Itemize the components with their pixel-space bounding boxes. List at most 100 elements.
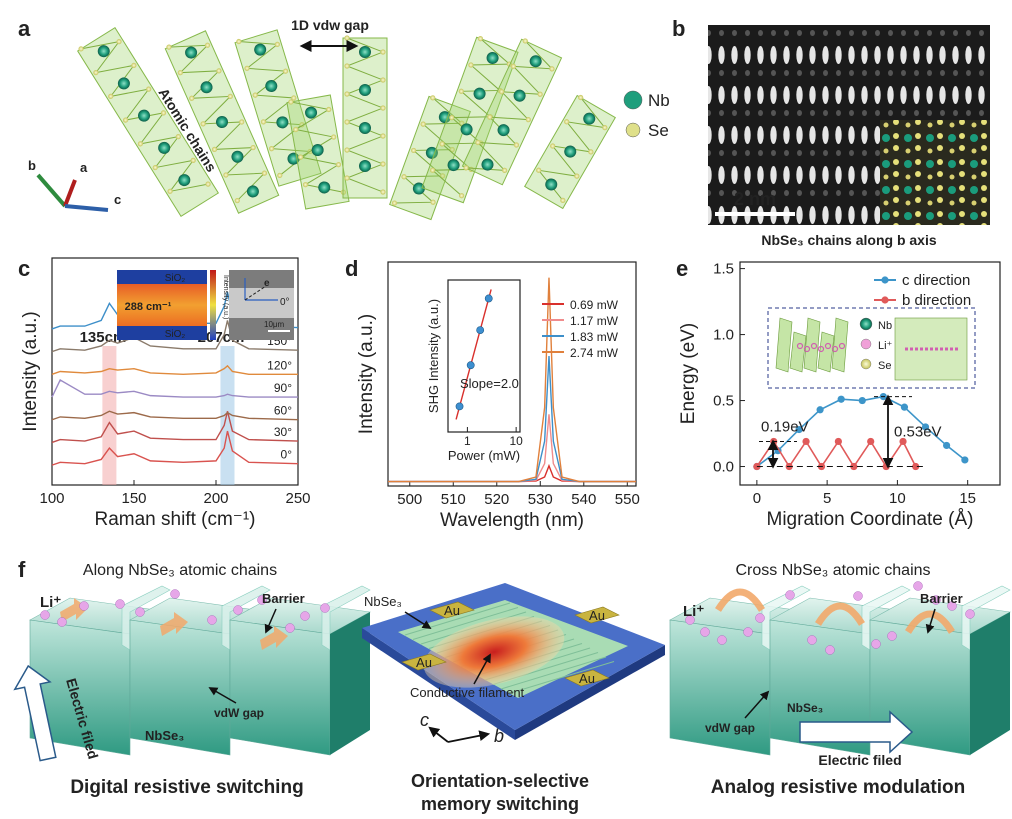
se-atom — [449, 115, 455, 121]
se-atom — [564, 119, 570, 125]
slab-side — [970, 612, 1010, 755]
nb-atom — [564, 145, 577, 158]
series-marker — [795, 425, 803, 434]
se-atom — [277, 172, 283, 179]
chain-stripe — [500, 656, 607, 690]
se-atom — [166, 44, 172, 50]
chain-stripe — [508, 661, 615, 694]
li-ion — [755, 613, 765, 623]
series-marker — [942, 441, 951, 450]
se-atom — [449, 146, 455, 153]
axis-label: b — [494, 726, 504, 746]
legend-atom — [860, 358, 872, 370]
se-atom — [602, 125, 608, 131]
se-atom — [537, 91, 543, 97]
x-tick-label: 540 — [571, 491, 596, 508]
li-ion — [700, 627, 710, 637]
series-marker — [850, 462, 858, 471]
se-atom — [344, 175, 350, 181]
pointer — [473, 653, 491, 685]
sio2-band — [117, 326, 207, 340]
se-atom — [439, 141, 445, 147]
x-tick-label: 1 — [464, 434, 471, 448]
series-label: 0° — [281, 448, 293, 462]
se-atom — [261, 170, 268, 176]
se-atom — [298, 154, 304, 160]
li-ion — [170, 589, 180, 599]
se-atom — [391, 200, 398, 206]
li-ion — [871, 639, 881, 649]
se-atom — [211, 146, 218, 153]
point — [484, 294, 493, 303]
chain-body — [76, 26, 220, 218]
slab-front — [129, 619, 231, 756]
se-atom — [430, 95, 436, 101]
x-tick-label: 150 — [121, 490, 146, 507]
x-tick-label: 550 — [615, 491, 640, 508]
se-atom — [190, 157, 196, 163]
series-marker — [899, 437, 907, 446]
label: Au — [579, 671, 595, 686]
label: Au — [589, 608, 605, 623]
panel-letter: c — [18, 256, 30, 281]
legend-label: c direction — [902, 272, 970, 289]
label: Barrier — [920, 591, 963, 606]
series-line — [51, 410, 299, 421]
li-ion — [685, 615, 695, 625]
li-ion — [785, 590, 795, 600]
se-atom — [574, 173, 580, 179]
legend-atom — [623, 90, 643, 110]
se-atom — [487, 114, 493, 120]
inset-label: e — [264, 278, 270, 289]
axis-label: c — [420, 710, 429, 730]
annotation: 0.19eV — [761, 418, 809, 435]
legend-label: 1.83 mW — [570, 330, 619, 344]
se-atom — [459, 193, 465, 199]
se-atom — [234, 197, 240, 204]
li-ion — [947, 601, 957, 611]
nb-atom — [305, 106, 318, 119]
li-ion — [717, 635, 727, 645]
se-atom — [549, 66, 555, 72]
chain-stripe — [412, 607, 519, 640]
barrier-wall — [221, 585, 271, 651]
label: NbSe₃ — [787, 701, 823, 715]
x-tick-label: 0 — [753, 490, 761, 507]
se-atom — [177, 70, 183, 76]
se-atom — [189, 95, 195, 101]
se-atom — [440, 173, 446, 179]
se-atom — [588, 149, 594, 155]
atomic-chain — [461, 38, 563, 186]
se-atom — [244, 65, 250, 71]
li-ion — [40, 610, 50, 620]
label: NbSe₃ — [364, 594, 402, 609]
atomic-chain — [389, 95, 471, 221]
nb-atom — [178, 174, 191, 187]
legend-label: Nb — [648, 91, 670, 110]
barrier-wall — [861, 585, 911, 651]
series-marker — [858, 396, 866, 405]
series-label: 60° — [274, 404, 292, 418]
se-atom — [335, 162, 342, 168]
se-atom — [108, 93, 114, 99]
series-line — [51, 379, 298, 398]
nb-atom — [447, 159, 460, 172]
li-ion — [817, 345, 825, 353]
legend-label: b direction — [902, 292, 971, 309]
x-tick-label: 10 — [509, 434, 523, 448]
series-marker — [912, 462, 920, 471]
panel-letter: e — [676, 256, 688, 281]
x-tick-label: 500 — [397, 491, 422, 508]
se-atom — [499, 89, 505, 95]
x-tick-label: 10 — [889, 490, 906, 507]
li-ion — [300, 611, 310, 621]
nb-atom — [200, 81, 213, 94]
se-atom — [223, 172, 229, 178]
chain-body — [342, 37, 388, 199]
nb-atom — [311, 144, 324, 157]
se-atom — [167, 188, 173, 194]
se-atom — [282, 68, 289, 74]
label: Au — [416, 655, 432, 670]
inset-chain — [817, 331, 835, 373]
